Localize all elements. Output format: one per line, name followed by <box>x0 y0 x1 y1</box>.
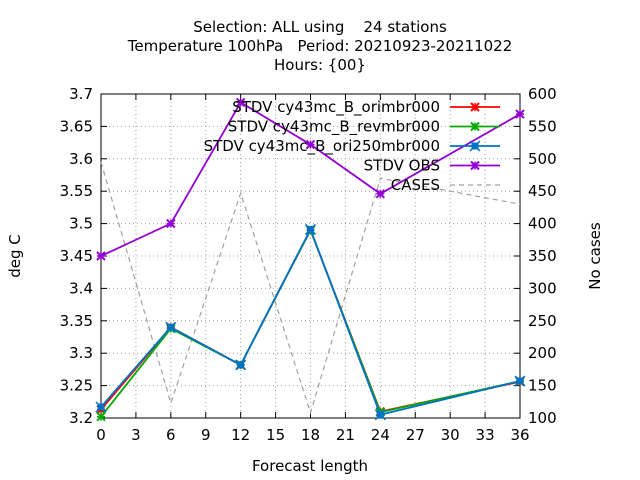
y2-tick-label: 500 <box>528 150 557 168</box>
legend-marker <box>469 140 481 152</box>
title-line-2: Temperature 100hPa Period: 20210923-2021… <box>127 37 513 55</box>
y2-tick-label: 400 <box>528 215 557 233</box>
series-2-point <box>374 409 386 421</box>
series-layer <box>95 97 526 422</box>
x-tick-label: 27 <box>406 426 425 444</box>
y-tick-label: 3.55 <box>60 182 93 200</box>
series-2-point <box>165 321 177 333</box>
y-tick-label: 3.45 <box>60 247 93 265</box>
legend-label: STDV cy43mc_B_ori250mbr000 <box>204 137 440 156</box>
y2-tick-label: 550 <box>528 117 557 135</box>
series-3-point <box>305 139 316 150</box>
y-tick-label: 3.7 <box>69 85 93 103</box>
y2-tick-label: 250 <box>528 312 557 330</box>
series-line-2 <box>100 227 521 416</box>
series-3-point <box>235 97 246 108</box>
series-3-point <box>515 109 525 119</box>
y-tick-label: 3.6 <box>69 150 93 168</box>
title-line-3: Hours: {00} <box>274 56 366 74</box>
y-tick-label: 3.3 <box>69 344 93 362</box>
legend-label: STDV cy43mc_B_revmbr000 <box>228 118 440 137</box>
series-2-point <box>304 223 317 235</box>
y-tick-label: 3.65 <box>60 117 93 135</box>
y-tick-label: 3.2 <box>69 409 93 427</box>
y2-tick-label: 450 <box>528 182 557 200</box>
x-tick-label: 21 <box>336 426 355 444</box>
y-axis-label: deg C <box>6 234 24 278</box>
y2-tick-label: 300 <box>528 279 557 297</box>
series-2-point <box>514 375 526 387</box>
series-line-3 <box>100 101 521 257</box>
y-tick-label: 3.5 <box>69 215 93 233</box>
legend-label: STDV cy43mc_B_orimbr000 <box>232 98 440 117</box>
x-tick-label: 0 <box>96 426 106 444</box>
x-axis-label: Forecast length <box>252 457 368 475</box>
series-3-point <box>375 189 386 199</box>
series-2-point <box>95 401 107 413</box>
legend-label: STDV OBS <box>364 157 440 175</box>
legend-marker <box>470 121 480 132</box>
y2-tick-label: 150 <box>528 377 557 395</box>
x-tick-label: 3 <box>131 426 141 444</box>
x-tick-label: 18 <box>301 426 320 444</box>
series-3-point <box>166 218 176 229</box>
axis-ticks: 0 3 6 9 12 15 18 21 24 27 30 33 363.23.253.33.353.43… <box>60 85 557 444</box>
y2-tick-label: 200 <box>528 344 557 362</box>
legend-marker <box>470 160 480 171</box>
series-line-4 <box>100 161 521 415</box>
title-line-1: Selection: ALL using 24 stations <box>193 18 447 36</box>
y-tick-label: 3.25 <box>60 377 93 395</box>
legend-marker <box>470 102 480 112</box>
x-tick-label: 30 <box>441 426 460 444</box>
series-3-point <box>96 251 106 261</box>
y2-tick-label: 600 <box>528 85 557 103</box>
legend-label: CASES <box>391 176 440 194</box>
x-tick-label: 15 <box>266 426 285 444</box>
x-tick-label: 36 <box>510 426 529 444</box>
x-tick-label: 9 <box>201 426 211 444</box>
y2-axis-label: No cases <box>586 222 604 290</box>
y-tick-label: 3.35 <box>60 312 93 330</box>
series-2-point <box>235 359 247 371</box>
y-tick-label: 3.4 <box>69 279 93 297</box>
x-tick-label: 6 <box>166 426 176 444</box>
x-tick-label: 12 <box>231 426 250 444</box>
y2-tick-label: 350 <box>528 247 557 265</box>
series-1-point <box>96 411 106 422</box>
y2-tick-label: 100 <box>528 409 557 427</box>
x-tick-label: 24 <box>371 426 390 444</box>
x-tick-label: 33 <box>476 426 495 444</box>
